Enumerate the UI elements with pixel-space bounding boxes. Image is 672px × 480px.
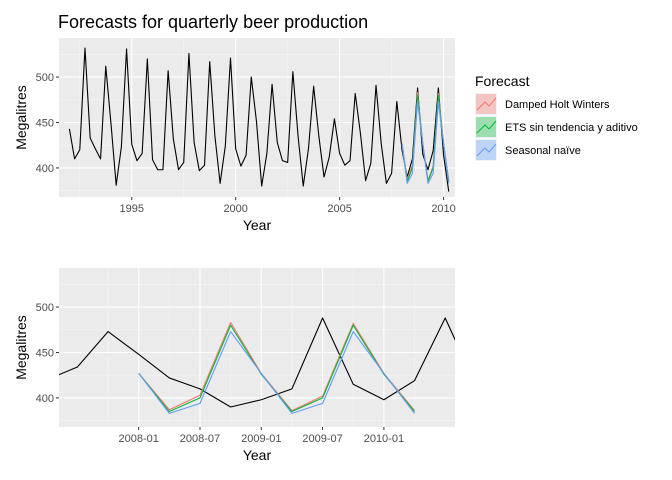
- legend-title: Forecast: [475, 73, 530, 89]
- legend-key-line: [476, 97, 497, 111]
- series-line-seasonal-na-ve: [401, 101, 450, 184]
- legend-key-fill: [476, 140, 496, 160]
- panel-background: [59, 268, 455, 427]
- legend-key-bg: [475, 116, 497, 138]
- x-axis-title: Year: [243, 217, 272, 233]
- y-tick-label: 450: [36, 117, 54, 129]
- x-tick-label: 1995: [120, 203, 144, 215]
- panel-background: [59, 38, 455, 197]
- series-line-observed: [68, 47, 450, 192]
- x-tick-label: 2010: [431, 203, 455, 215]
- legend-key-bg: [475, 139, 497, 161]
- legend-key-bg: [475, 93, 497, 115]
- x-tick-label: 2008-01: [119, 433, 159, 445]
- bottom-panel: 2008-01 2008-07 2009-01 2009-07 2010-01 400 45…: [13, 268, 455, 463]
- x-tick-label: 2009-01: [241, 433, 281, 445]
- y-tick-label: 400: [36, 163, 54, 175]
- series-line-damped-holt-winters: [138, 321, 415, 412]
- x-axis-title: Year: [243, 447, 272, 463]
- series-line-seasonal-na-ve: [138, 331, 415, 414]
- y-tick-label: 400: [36, 393, 54, 405]
- x-tick-label: 2000: [223, 203, 247, 215]
- y-axis-title: Megalitres: [13, 315, 29, 380]
- y-tick-label: 500: [36, 302, 54, 314]
- legend-key-line: [476, 120, 497, 134]
- legend-key-fill: [476, 94, 496, 114]
- x-tick-label: 2008-07: [180, 433, 220, 445]
- top-panel: 1995 2000 2005 2010 400 450 500 Year Megalitres: [13, 38, 456, 233]
- legend-label: Seasonal naïve: [505, 145, 581, 157]
- y-tick-label: 450: [36, 347, 54, 359]
- x-tick-label: 2009-07: [302, 433, 342, 445]
- legend-key-line: [476, 143, 497, 157]
- x-tick-label: 2005: [327, 203, 351, 215]
- y-axis-title: Megalitres: [13, 85, 29, 150]
- legend-key-fill: [476, 117, 496, 137]
- legend: Forecast Damped Holt Winters ETS sin tend…: [475, 73, 638, 161]
- chart-title: Forecasts for quarterly beer production: [58, 12, 368, 32]
- legend-label: ETS sin tendencia y aditivo: [505, 122, 638, 134]
- y-tick-label: 500: [36, 72, 54, 84]
- series-line-observed: [59, 317, 455, 408]
- legend-label: Damped Holt Winters: [505, 99, 610, 111]
- x-tick-label: 2010-01: [364, 433, 404, 445]
